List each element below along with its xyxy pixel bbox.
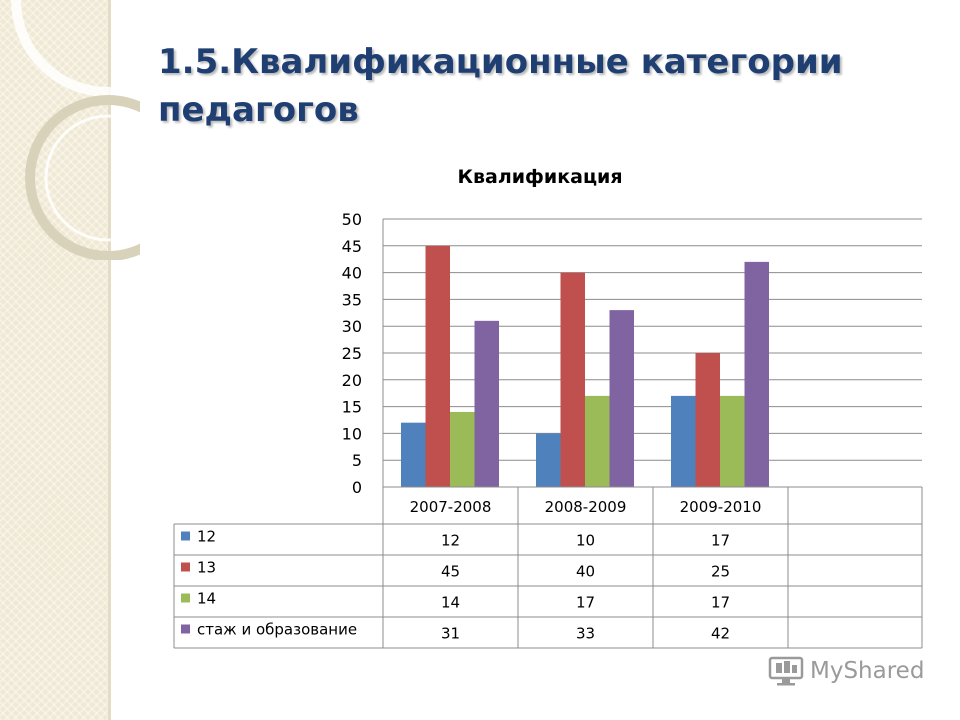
data-label: 10: [576, 532, 595, 550]
y-tick-label: 40: [342, 264, 362, 283]
y-tick-label: 0: [352, 478, 362, 497]
data-label: 25: [711, 563, 730, 581]
x-tick-label: 2009-2010: [680, 498, 762, 516]
data-label: 45: [441, 563, 460, 581]
y-tick-label: 25: [342, 344, 362, 363]
y-tick-label: 50: [342, 210, 362, 229]
legend-entry: 14: [197, 590, 216, 608]
data-label: 14: [441, 594, 460, 612]
y-tick-label: 45: [342, 237, 362, 256]
bar-14-2008-2009: [585, 395, 610, 487]
logo-text: MyShared: [810, 658, 925, 684]
data-label: 33: [576, 625, 595, 643]
y-tick-label: 30: [342, 317, 362, 336]
y-tick-label: 15: [342, 398, 362, 417]
y-tick-label: 35: [342, 290, 362, 309]
legend-key: [181, 593, 190, 603]
decorative-rings: [11, 0, 140, 260]
y-tick-label: 10: [342, 424, 362, 443]
logo: MyShared: [768, 654, 924, 688]
bar-12-2007-2008: [401, 422, 426, 487]
legend-key: [181, 624, 190, 634]
data-label: 42: [711, 625, 730, 643]
legend-key: [181, 531, 190, 541]
x-tick-label: 2008-2009: [545, 498, 627, 516]
data-label: 17: [576, 594, 595, 612]
data-label: 40: [576, 563, 595, 581]
data-label: 31: [441, 625, 460, 643]
slide-title: 1.5.Квалификационные категории педагогов: [158, 38, 918, 134]
strip-edge: [108, 0, 111, 720]
slide-title-line1: 1.5.Квалификационные категории: [158, 42, 843, 82]
bar-13-2007-2008: [425, 245, 450, 487]
legend-entry: 13: [197, 559, 216, 577]
chart-title: Квалификация: [457, 166, 623, 188]
bar-стаж-и-образование-2008-2009: [609, 310, 634, 487]
bar-14-2007-2008: [450, 411, 475, 487]
bar-12-2009-2010: [671, 395, 696, 487]
bar-13-2009-2010: [695, 353, 720, 487]
data-label: 17: [711, 532, 730, 550]
slide-title-line2: педагогов: [158, 90, 359, 130]
x-tick-label: 2007-2008: [410, 498, 492, 516]
legend-key: [181, 562, 190, 572]
y-tick-label: 20: [342, 371, 362, 390]
bar-стаж-и-образование-2009-2010: [744, 261, 769, 487]
data-label: 17: [711, 594, 730, 612]
bar-14-2009-2010: [720, 395, 745, 487]
legend-entry: 12: [197, 528, 216, 546]
monitor-icon: [768, 656, 804, 686]
y-tick-label: 5: [352, 451, 362, 470]
data-label: 12: [441, 532, 460, 550]
legend-entry: стаж и образование: [197, 621, 357, 639]
bar-стаж-и-образование-2007-2008: [474, 320, 499, 487]
bar-12-2008-2009: [536, 433, 561, 487]
bar-13-2008-2009: [560, 272, 585, 487]
